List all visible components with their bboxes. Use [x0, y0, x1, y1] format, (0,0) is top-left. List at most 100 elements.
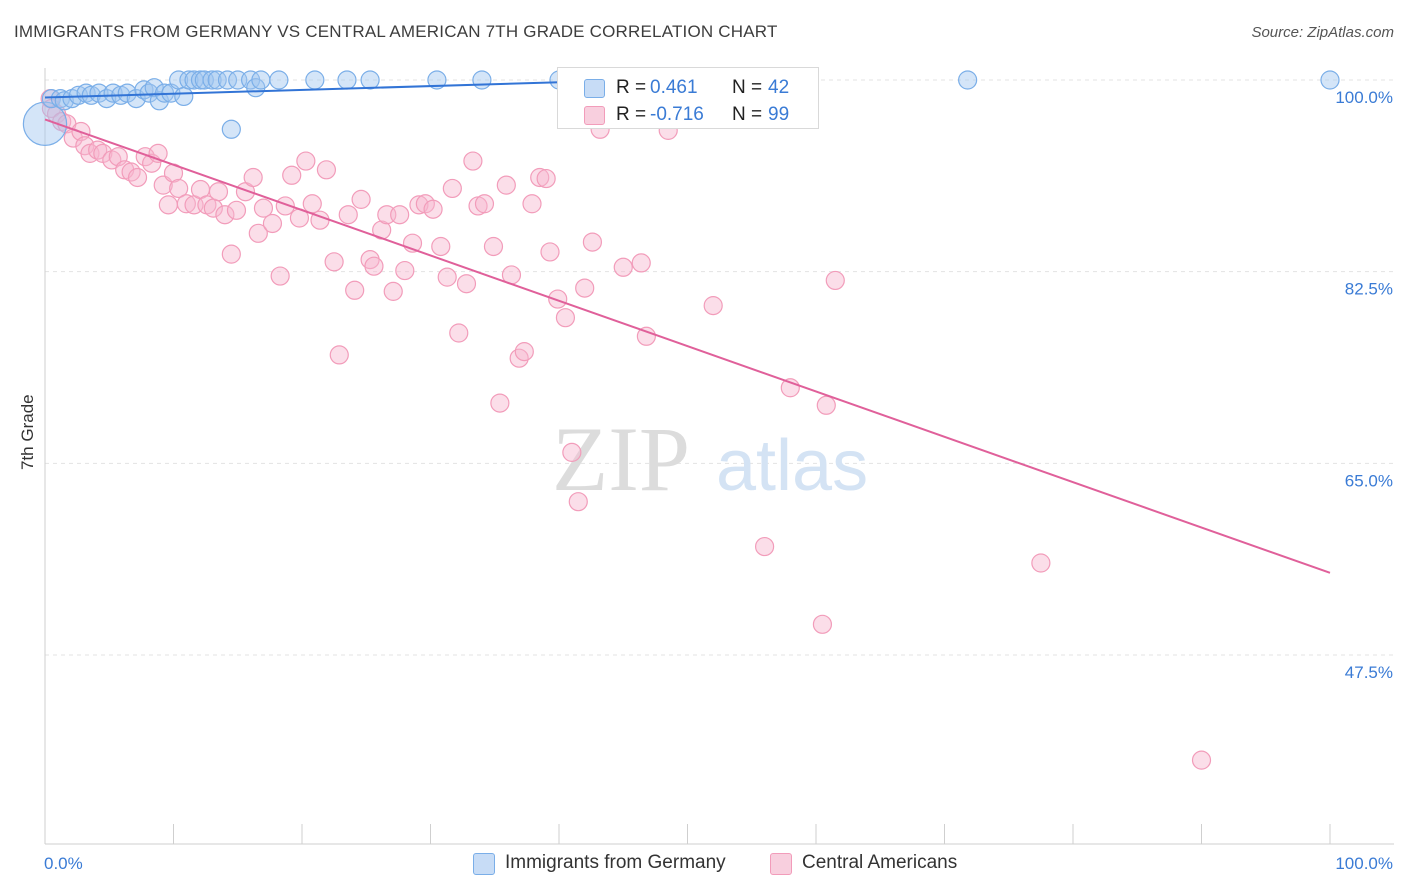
- central-american-point: [169, 178, 189, 199]
- trend-line-germany: [44, 79, 637, 99]
- central-american-point: [1031, 553, 1051, 573]
- germany-point: [221, 119, 241, 139]
- central-american-point: [530, 167, 550, 188]
- germany-point: [360, 70, 380, 90]
- central-american-point: [540, 242, 560, 262]
- central-american-point: [575, 278, 595, 298]
- correlation-legend: R = 0.461 N = 42 R = -0.716 N = 99: [557, 67, 819, 129]
- central-american-point: [631, 253, 651, 273]
- y-tick-label: 47.5%: [1345, 663, 1393, 682]
- legend-r-value: 0.461: [650, 77, 698, 98]
- central-american-point: [812, 614, 833, 634]
- central-american-point: [1191, 750, 1212, 770]
- germany-point: [1320, 70, 1340, 90]
- central-american-point: [437, 267, 457, 287]
- x-tick-label-min: 0.0%: [44, 854, 83, 873]
- grid-lines: [45, 79, 1394, 656]
- zipatlas-watermark: ZIP atlas: [552, 408, 868, 510]
- central-american-point: [582, 232, 603, 252]
- central-american-point: [324, 252, 344, 272]
- central-american-point: [490, 393, 510, 413]
- central-american-point: [270, 266, 290, 286]
- central-american-point: [338, 205, 358, 225]
- central-american-point: [243, 167, 263, 188]
- central-american-point: [316, 160, 337, 180]
- central-american-point: [88, 140, 108, 160]
- central-american-point: [329, 345, 349, 365]
- germany-point: [103, 83, 123, 103]
- central-american-point: [509, 348, 529, 368]
- x-tick-labels: 0.0% 100.0%: [44, 854, 1393, 873]
- central-american-point: [562, 442, 582, 462]
- y-axis-label: 7th Grade: [18, 394, 37, 470]
- legend-n-label: N =: [732, 77, 763, 98]
- central-american-point: [296, 151, 316, 171]
- central-american-point: [636, 326, 656, 346]
- central-american-point: [483, 236, 504, 257]
- germany-point: [958, 70, 978, 90]
- legend-n-value: 42: [768, 77, 790, 98]
- central-american-point: [253, 198, 274, 218]
- germany-point: [22, 101, 68, 147]
- legend-label-germany: Immigrants from Germany: [505, 852, 726, 873]
- germany-point: [472, 70, 492, 90]
- germany-point: [305, 70, 325, 90]
- central-american-point: [474, 194, 495, 214]
- y-tick-label: 100.0%: [1335, 88, 1393, 107]
- legend-swatch-germany: [473, 853, 495, 875]
- legend-label-central-americans: Central Americans: [802, 852, 958, 873]
- central-american-point: [548, 289, 568, 309]
- chart-title: IMMIGRANTS FROM GERMANY VS CENTRAL AMERI…: [14, 22, 778, 41]
- central-american-point: [754, 536, 775, 557]
- germany-point: [207, 70, 227, 90]
- central-american-point: [555, 308, 576, 328]
- central-american-point: [409, 195, 429, 215]
- legend-n-value: 99: [768, 104, 790, 125]
- legend-row-germany: R = 0.461 N = 42: [558, 73, 818, 101]
- central-american-point: [449, 323, 469, 343]
- central-american-point: [248, 223, 268, 243]
- germany-point: [337, 70, 357, 90]
- central-american-point: [395, 260, 415, 281]
- central-american-point: [456, 274, 477, 294]
- watermark-atlas: atlas: [716, 426, 868, 506]
- trend-line-central-americans: [44, 118, 1331, 574]
- x-tick-label-max: 100.0%: [1335, 854, 1393, 873]
- x-ticks: [44, 824, 1331, 844]
- central-american-point: [127, 167, 148, 188]
- germany-point: [139, 83, 159, 103]
- central-american-point: [522, 194, 542, 214]
- axes: [44, 68, 1394, 845]
- germany-point: [202, 70, 222, 90]
- y-tick-label: 82.5%: [1345, 280, 1393, 299]
- central-american-point: [514, 342, 534, 362]
- central-american-point: [364, 256, 384, 276]
- central-american-point: [383, 281, 403, 301]
- central-american-point: [431, 236, 451, 257]
- legend-swatch-germany: [584, 79, 605, 98]
- germany-point: [217, 70, 238, 90]
- legend-swatch-central-americans: [584, 106, 605, 125]
- central-american-point: [221, 244, 241, 264]
- central-american-point: [226, 200, 247, 220]
- central-american-point: [536, 168, 556, 189]
- germany-point: [117, 83, 137, 103]
- legend-r-label: R =: [616, 104, 647, 125]
- central-american-point: [176, 194, 196, 214]
- germany-point: [269, 70, 289, 90]
- legend-r-label: R =: [616, 77, 647, 98]
- central-american-point: [208, 182, 229, 202]
- trend-lines: [44, 79, 1331, 574]
- central-american-point: [496, 175, 516, 195]
- series-legend: Immigrants from Germany Central American…: [0, 852, 1406, 878]
- central-american-point: [442, 178, 462, 199]
- central-american-point: [302, 194, 322, 214]
- central-american-point: [351, 189, 371, 209]
- central-american-point: [825, 270, 845, 291]
- central-american-point: [568, 492, 588, 512]
- legend-r-value: -0.716: [650, 104, 704, 125]
- legend-row-central-americans: R = -0.716 N = 99: [558, 100, 818, 128]
- central-american-point: [390, 205, 410, 225]
- legend-swatch-central-americans: [770, 853, 792, 875]
